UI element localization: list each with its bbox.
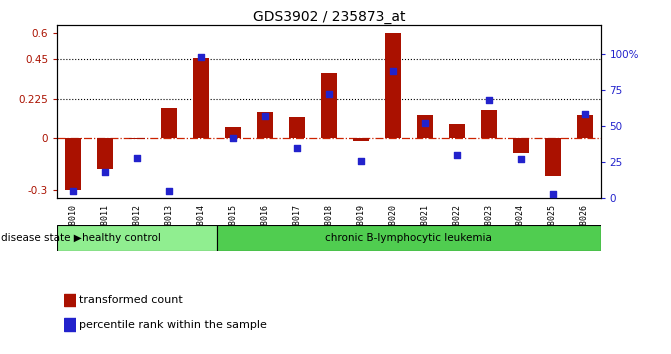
- Point: [164, 188, 174, 194]
- Point: [419, 120, 430, 126]
- Point: [132, 155, 142, 161]
- Bar: [65, 137, 81, 190]
- FancyBboxPatch shape: [57, 225, 217, 251]
- Point: [548, 191, 558, 197]
- Point: [452, 152, 462, 158]
- Bar: [576, 115, 592, 137]
- Title: GDS3902 / 235873_at: GDS3902 / 235873_at: [252, 10, 405, 24]
- Bar: [257, 112, 273, 137]
- Text: transformed count: transformed count: [79, 295, 183, 305]
- Bar: [289, 117, 305, 137]
- Point: [99, 170, 110, 175]
- Bar: [513, 137, 529, 153]
- Bar: [545, 137, 560, 176]
- Bar: [480, 110, 497, 137]
- Bar: [129, 137, 145, 139]
- Point: [227, 135, 238, 140]
- Text: healthy control: healthy control: [82, 233, 160, 243]
- Bar: [449, 124, 464, 137]
- Bar: [321, 73, 337, 137]
- Point: [323, 91, 334, 97]
- Bar: [225, 127, 241, 137]
- Bar: [64, 294, 76, 306]
- Point: [260, 113, 270, 119]
- Point: [195, 54, 206, 59]
- Bar: [97, 137, 113, 169]
- Bar: [64, 319, 76, 331]
- Bar: [193, 58, 209, 137]
- Bar: [161, 108, 177, 137]
- Text: disease state ▶: disease state ▶: [1, 233, 81, 243]
- Text: chronic B-lymphocytic leukemia: chronic B-lymphocytic leukemia: [325, 233, 492, 243]
- Bar: [417, 115, 433, 137]
- Point: [356, 158, 366, 164]
- Point: [291, 145, 302, 150]
- Point: [483, 97, 494, 103]
- FancyBboxPatch shape: [217, 225, 601, 251]
- Point: [68, 188, 79, 194]
- Text: percentile rank within the sample: percentile rank within the sample: [79, 320, 267, 330]
- Point: [387, 68, 398, 74]
- Point: [515, 156, 526, 162]
- Bar: [384, 33, 401, 137]
- Bar: [353, 137, 369, 141]
- Point: [579, 112, 590, 117]
